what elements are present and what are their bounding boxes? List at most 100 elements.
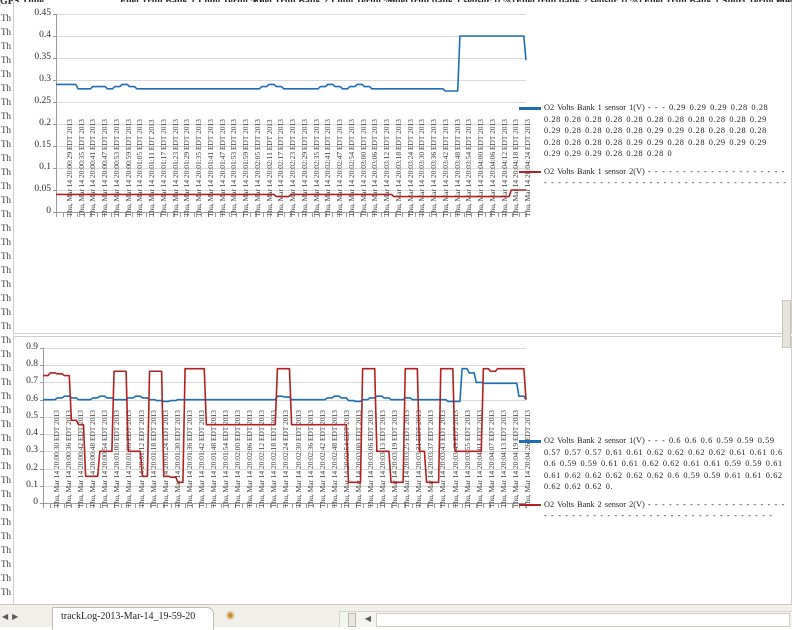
x-axis-minor-tick: [199, 504, 201, 508]
row-gutter-cell: Th: [1, 559, 11, 569]
x-axis-minor-tick: [526, 213, 527, 217]
hscroll-track[interactable]: [376, 613, 790, 627]
y-axis-tick-mark: [40, 485, 43, 487]
x-axis-minor-tick: [401, 213, 403, 217]
x-axis-minor-tick: [412, 504, 414, 508]
x-axis-minor-tick: [422, 213, 424, 217]
hscroll-split-handle[interactable]: [348, 613, 356, 627]
x-axis-minor-tick: [341, 504, 343, 508]
y-axis-tick-mark: [40, 434, 43, 436]
gridline: [43, 485, 526, 487]
x-axis-minor-tick: [518, 504, 520, 508]
x-axis-minor-tick: [71, 504, 73, 508]
nav-prev-icon[interactable]: ◀: [2, 611, 9, 621]
x-axis-minor-tick: [298, 504, 300, 508]
x-axis-minor-tick: [477, 213, 479, 217]
chart-o2-volts-bank-2[interactable]: 0 0.1 0.2 0.3 0.4 0.5 0.6 0.7 0.8 0.9 Thu, Mar 14…: [13, 336, 792, 607]
gridline: [56, 168, 526, 169]
x-axis-minor-tick: [270, 213, 272, 217]
x-axis-minor-tick: [318, 213, 320, 217]
sheet-nav-buttons[interactable]: ◀ ▶: [2, 609, 48, 623]
x-axis-minor-tick: [497, 504, 499, 508]
row-gutter-cell: Th: [1, 237, 11, 247]
nav-next-icon[interactable]: ▶: [12, 611, 19, 621]
y-axis-tick-label: 0.45: [34, 8, 51, 18]
x-axis-minor-tick: [408, 213, 410, 217]
scroll-left-icon[interactable]: ◀: [364, 614, 372, 623]
legend-color-swatch: [519, 107, 541, 110]
row-gutter-cell: Th: [1, 69, 11, 79]
legend-entry[interactable]: O2 Volts Bank 1 sensor 2(V) - - - - - - …: [519, 166, 787, 189]
x-axis-minor-tick: [470, 213, 472, 217]
x-axis-minor-tick: [449, 213, 451, 217]
x-axis-minor-tick: [201, 213, 203, 217]
gridline: [56, 146, 526, 147]
x-axis-minor-tick: [360, 213, 362, 217]
x-axis-minor-tick: [208, 213, 210, 217]
x-axis-minor-tick: [85, 504, 87, 508]
x-axis-minor-tick: [221, 213, 223, 217]
row-gutter-cell: Th: [1, 83, 11, 93]
x-axis-minor-tick: [57, 504, 59, 508]
x-axis-minor-tick: [456, 213, 458, 217]
row-gutter-cell: Th: [1, 433, 11, 443]
y-axis-tick-label: 0.25: [34, 96, 51, 106]
x-axis-minor-tick: [92, 504, 94, 508]
row-gutter-cell: Th: [1, 391, 11, 401]
x-axis-minor-tick: [463, 213, 465, 217]
x-axis-minor-tick: [369, 504, 371, 508]
row-gutter-cell: Th: [1, 97, 11, 107]
y-axis-line: [43, 348, 44, 503]
x-axis-minor-tick: [362, 504, 364, 508]
x-axis-minor-tick: [311, 213, 313, 217]
legend-entry[interactable]: O2 Volts Bank 2 sensor 2(V) - - - - - - …: [519, 499, 787, 522]
row-gutter-cell: Th: [1, 167, 11, 177]
x-axis-minor-tick: [304, 213, 306, 217]
row-gutter-cell: Th: [1, 111, 11, 121]
horizontal-scrollbar[interactable]: ◀: [339, 611, 792, 627]
x-axis-minor-tick: [206, 504, 208, 508]
gridline: [43, 399, 526, 401]
row-gutter-cell: Th: [1, 265, 11, 275]
y-axis-tick-mark: [40, 468, 43, 470]
gridline: [56, 36, 526, 37]
legend-label: O2 Volts Bank 2 sensor 2(V) - - - - - - …: [544, 499, 785, 521]
row-gutter-cell: Th: [1, 279, 11, 289]
sheet-tab-tracklog[interactable]: trackLog-2013-Mar-14_19-59-20: [52, 607, 215, 630]
x-axis-minor-tick: [62, 213, 64, 217]
x-axis-minor-tick: [346, 213, 348, 217]
x-axis-minor-tick: [248, 504, 250, 508]
y-axis-tick-mark: [40, 399, 43, 401]
gridline: [56, 14, 526, 15]
row-gutter-cell: Th: [1, 195, 11, 205]
x-axis-minor-tick: [76, 213, 78, 217]
row-gutter-cell: Th: [1, 461, 11, 471]
chart-o2-volts-bank-1[interactable]: 0 0.05 0.1 0.15 0.2 0.25 0.3 0.35 0.4 0.45 Thu, M…: [13, 2, 792, 334]
y-axis-tick-mark: [53, 168, 56, 169]
x-axis-minor-tick: [97, 213, 99, 217]
row-gutter-cell: Th: [1, 321, 11, 331]
x-axis-minor-tick: [277, 213, 279, 217]
x-axis-minor-tick: [426, 504, 428, 508]
y-axis-tick-label: 0: [46, 206, 51, 216]
row-gutter-cell: Th: [1, 139, 11, 149]
x-axis-minor-tick: [270, 504, 272, 508]
x-axis-minor-tick: [355, 504, 357, 508]
x-axis-minor-tick: [185, 504, 187, 508]
legend-entry[interactable]: O2 Volts Bank 1 sensor 1(V) - - - 0.29 0…: [519, 102, 787, 160]
x-axis-minor-tick: [104, 213, 106, 217]
x-axis-minor-tick: [405, 504, 407, 508]
legend-entry[interactable]: O2 Volts Bank 2 sensor 1(V) - - - 0.6 0.…: [519, 435, 787, 493]
add-sheet-icon[interactable]: ◉: [226, 610, 235, 621]
x-axis-minor-tick: [394, 213, 396, 217]
x-axis-minor-tick: [64, 504, 66, 508]
plot-area-chart1: [53, 14, 527, 217]
y-axis-tick-mark: [53, 212, 56, 213]
row-gutter-cell: Th: [1, 251, 11, 261]
legend-color-swatch: [519, 170, 541, 173]
gridline: [56, 102, 526, 103]
x-axis-minor-tick: [398, 504, 400, 508]
vertical-scrollbar-thumb[interactable]: [782, 300, 791, 348]
row-gutter-cell: Th: [1, 405, 11, 415]
x-axis-minor-tick: [180, 213, 182, 217]
